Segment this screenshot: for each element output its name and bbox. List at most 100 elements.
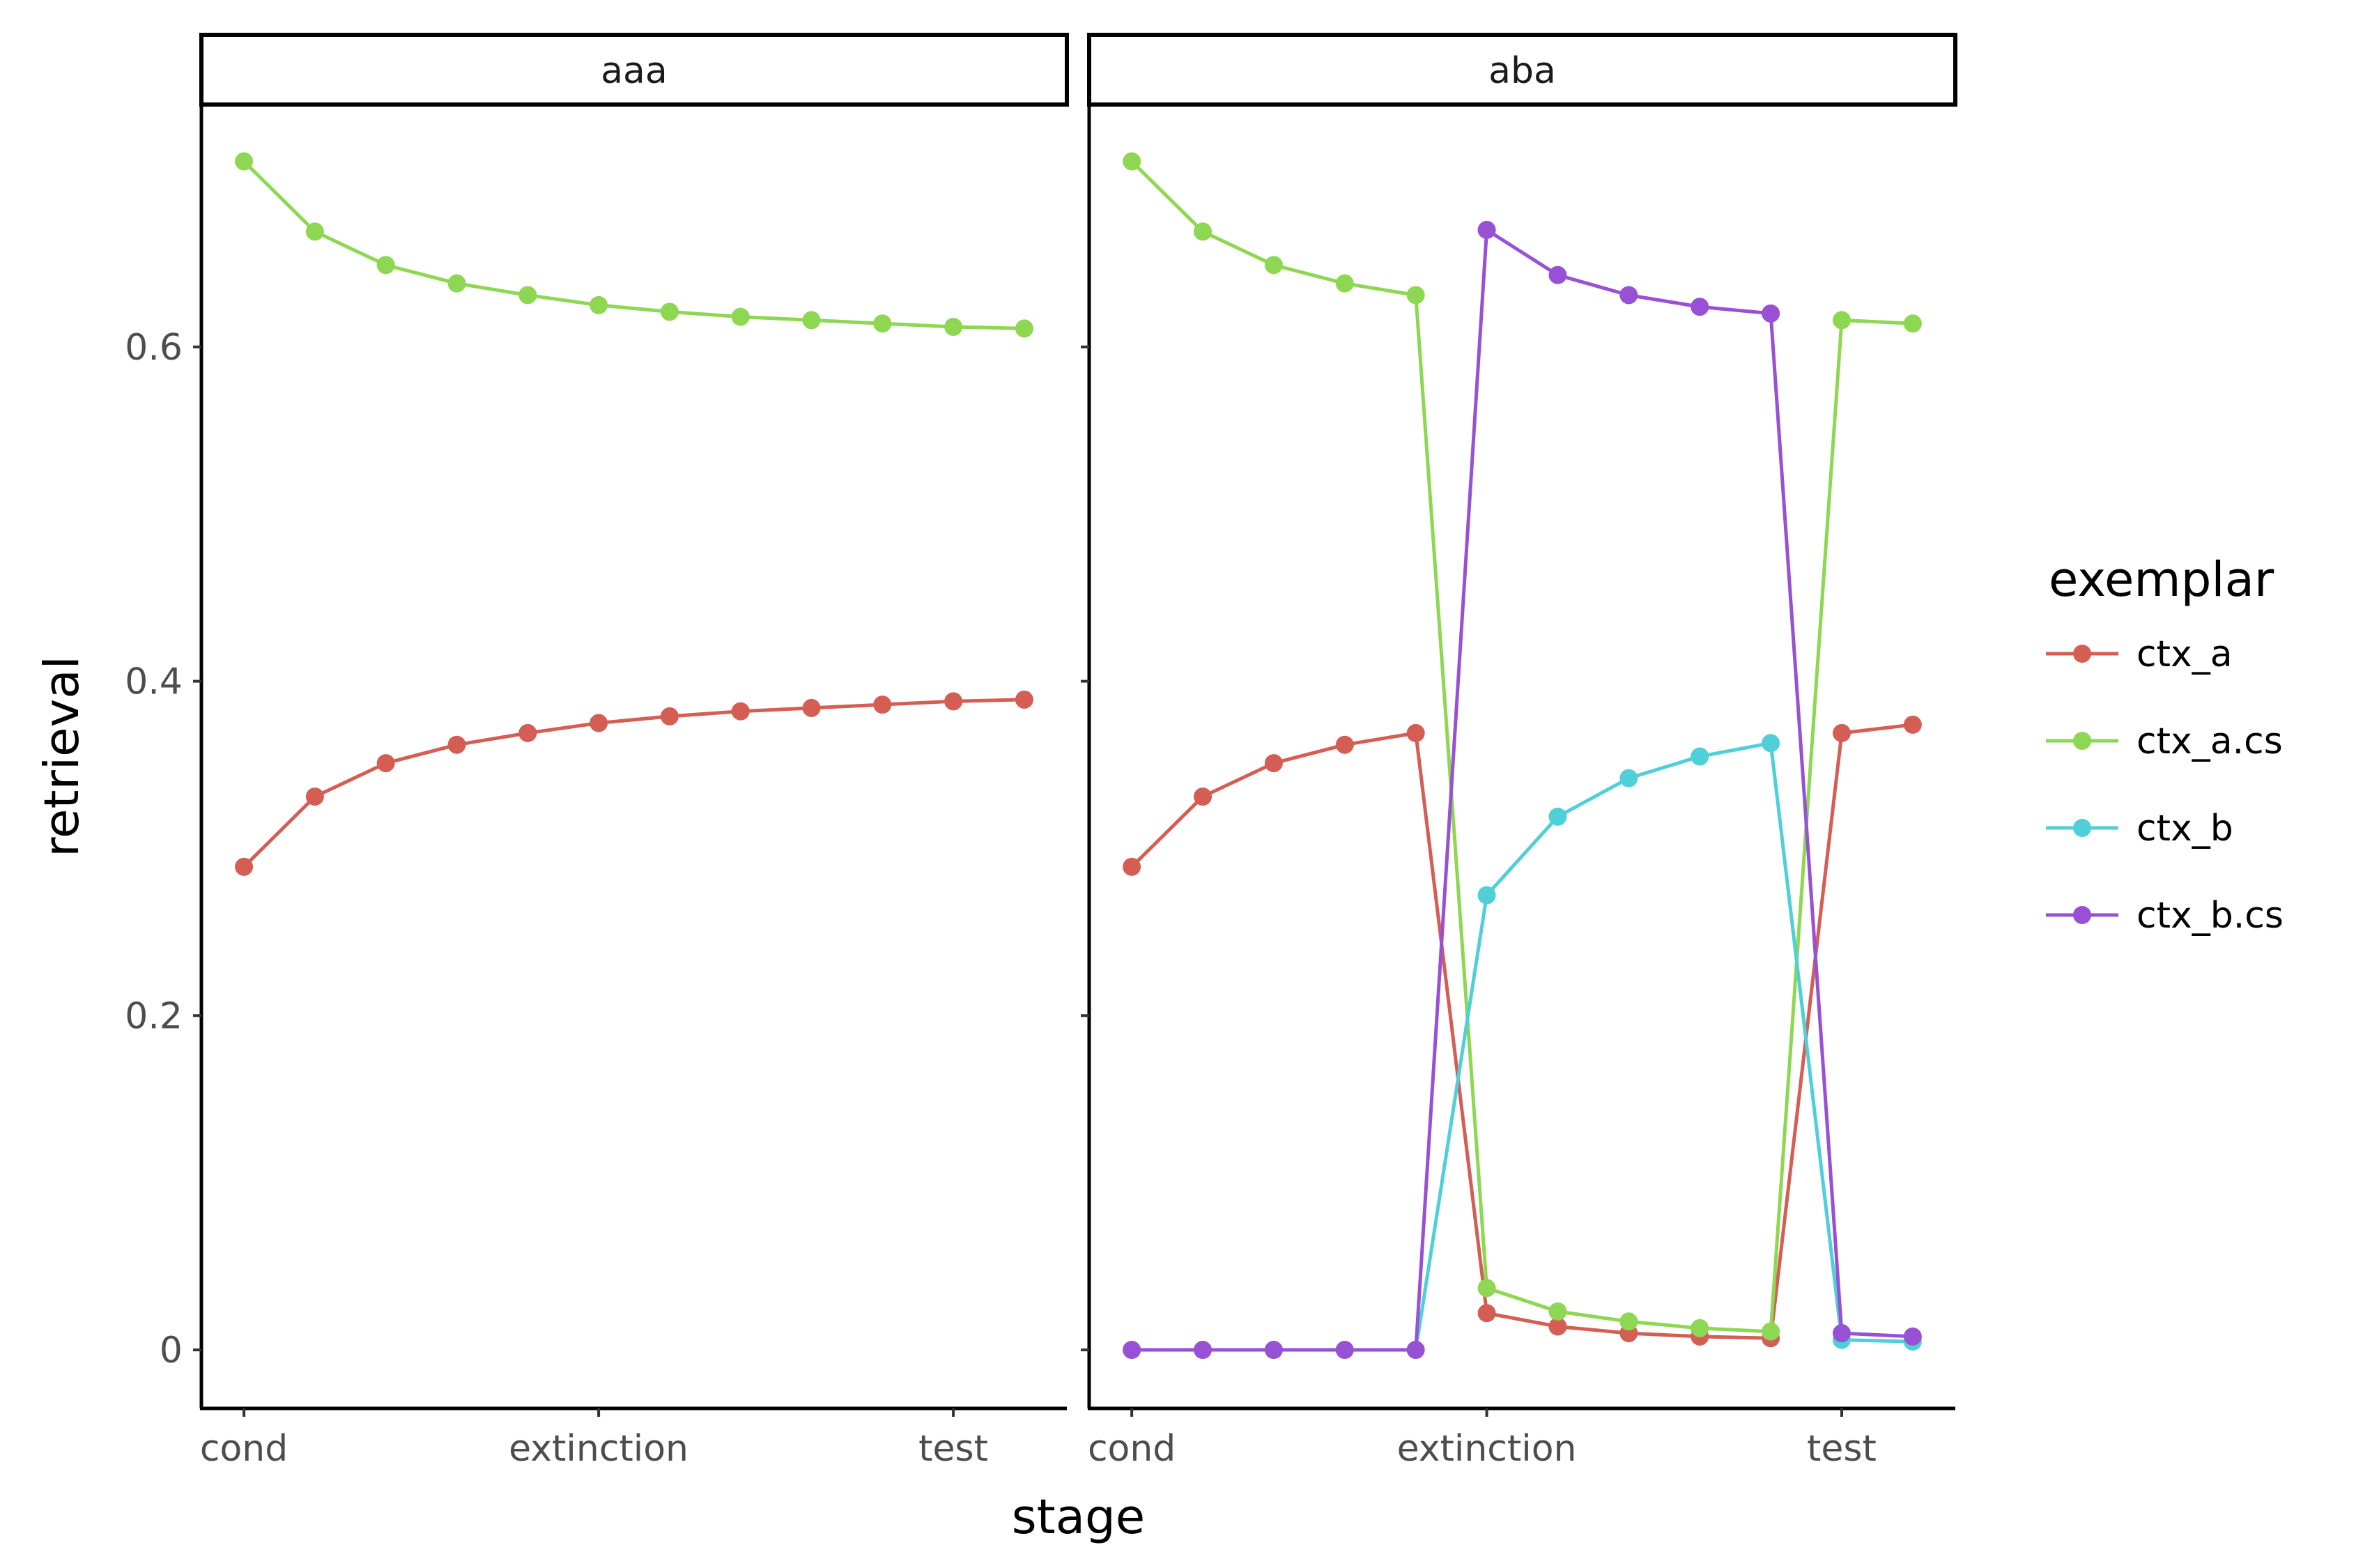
- facet-label: aba: [1488, 50, 1556, 92]
- data-point: [376, 256, 395, 275]
- y-tick-label: 0: [160, 1330, 183, 1371]
- y-tick-label: 0.6: [125, 327, 183, 369]
- data-point: [1194, 1341, 1212, 1360]
- data-point: [1762, 304, 1780, 323]
- data-point: [235, 152, 254, 171]
- legend: exemplar ctx_a ctx_a.cs ctx_b ctx_b.cs: [2046, 552, 2284, 937]
- data-point: [802, 698, 821, 717]
- data-point: [731, 307, 750, 326]
- data-point: [660, 302, 679, 321]
- series-line: [1130, 160, 1914, 1334]
- legend-item-ctx_b: ctx_b: [2046, 808, 2233, 850]
- data-point: [1903, 1327, 1922, 1346]
- data-point: [1123, 1341, 1141, 1360]
- panel-aba: aba cond extinction test: [1081, 33, 1957, 1470]
- data-point: [235, 857, 254, 876]
- data-point: [1477, 1304, 1496, 1323]
- data-point: [1335, 1341, 1354, 1360]
- x-tick-label: test: [1807, 1428, 1877, 1470]
- panels-layer: aaa 0 0.2 0.4 0.6 cond extinction test aba cond ex…: [125, 33, 1957, 1470]
- data-point: [1194, 222, 1212, 241]
- facet-strip: [199, 33, 1069, 107]
- data-point: [1123, 152, 1141, 171]
- data-point: [1903, 715, 1922, 734]
- data-point: [518, 723, 537, 742]
- data-point: [1832, 1324, 1851, 1343]
- legend-key-point: [2073, 645, 2091, 663]
- series-ctx_a.cs: [1123, 152, 1922, 1341]
- legend-key-point: [2073, 819, 2091, 837]
- data-point: [1194, 787, 1212, 806]
- data-point: [1015, 319, 1033, 338]
- data-point: [1015, 690, 1033, 709]
- y-axis-title: retrieval: [34, 656, 90, 857]
- series-line: [1132, 228, 1914, 1352]
- x-tick-label: cond: [1088, 1428, 1176, 1470]
- data-point: [1762, 734, 1780, 753]
- facet-strip: [1087, 33, 1957, 107]
- data-point: [660, 707, 679, 725]
- data-point: [1406, 286, 1425, 305]
- data-point: [1123, 857, 1141, 876]
- data-point: [1335, 274, 1354, 293]
- legend-label: ctx_a.cs: [2137, 721, 2283, 762]
- series-line: [1130, 723, 1914, 1340]
- data-point: [1264, 754, 1283, 773]
- series-line: [242, 160, 1024, 330]
- series-ctx_a.cs: [235, 152, 1033, 338]
- y-tick-label: 0.4: [125, 661, 183, 703]
- data-point: [1762, 1322, 1780, 1341]
- data-point: [944, 692, 963, 711]
- legend-item-ctx_a.cs: ctx_a.cs: [2046, 721, 2283, 762]
- data-point: [1477, 220, 1496, 239]
- data-point: [376, 754, 395, 773]
- data-point: [305, 222, 324, 241]
- legend-title: exemplar: [2049, 552, 2274, 608]
- x-tick-label: extinction: [1397, 1428, 1577, 1470]
- facet-label: aaa: [601, 50, 668, 92]
- data-point: [305, 787, 324, 806]
- legend-key-point: [2073, 732, 2091, 750]
- data-point: [1619, 286, 1638, 305]
- x-tick-label: test: [918, 1428, 988, 1470]
- data-point: [518, 286, 537, 305]
- data-point: [873, 314, 892, 333]
- panel-aaa: aaa 0 0.2 0.4 0.6 cond extinction test: [125, 33, 1069, 1470]
- x-tick-label: extinction: [509, 1428, 688, 1470]
- data-point: [1406, 723, 1425, 742]
- data-point: [731, 702, 750, 721]
- data-point: [447, 274, 466, 293]
- data-point: [590, 295, 608, 314]
- data-point: [1691, 1319, 1709, 1337]
- data-point: [1264, 256, 1283, 275]
- data-point: [1691, 747, 1709, 766]
- data-point: [1691, 298, 1709, 316]
- series-ctx_b.cs: [1123, 220, 1922, 1360]
- data-point: [1548, 1302, 1567, 1321]
- y-tick-label: 0.2: [125, 995, 183, 1037]
- data-point: [873, 695, 892, 714]
- data-point: [1548, 807, 1567, 826]
- legend-label: ctx_a: [2137, 633, 2233, 675]
- series-ctx_a: [235, 690, 1033, 876]
- data-point: [1832, 311, 1851, 330]
- data-point: [802, 311, 821, 330]
- data-point: [447, 735, 466, 754]
- legend-label: ctx_b: [2137, 808, 2233, 850]
- legend-key-point: [2073, 906, 2091, 924]
- data-point: [1264, 1341, 1283, 1360]
- series-line: [242, 698, 1024, 868]
- data-point: [1832, 723, 1851, 742]
- legend-item-ctx_a: ctx_a: [2046, 633, 2233, 675]
- x-axis-title: stage: [1012, 1489, 1146, 1545]
- data-point: [590, 714, 608, 732]
- data-point: [1548, 1317, 1567, 1336]
- data-point: [1335, 735, 1354, 754]
- x-tick-label: cond: [200, 1428, 288, 1470]
- data-point: [1619, 1312, 1638, 1331]
- data-point: [1619, 769, 1638, 787]
- data-point: [1903, 314, 1922, 333]
